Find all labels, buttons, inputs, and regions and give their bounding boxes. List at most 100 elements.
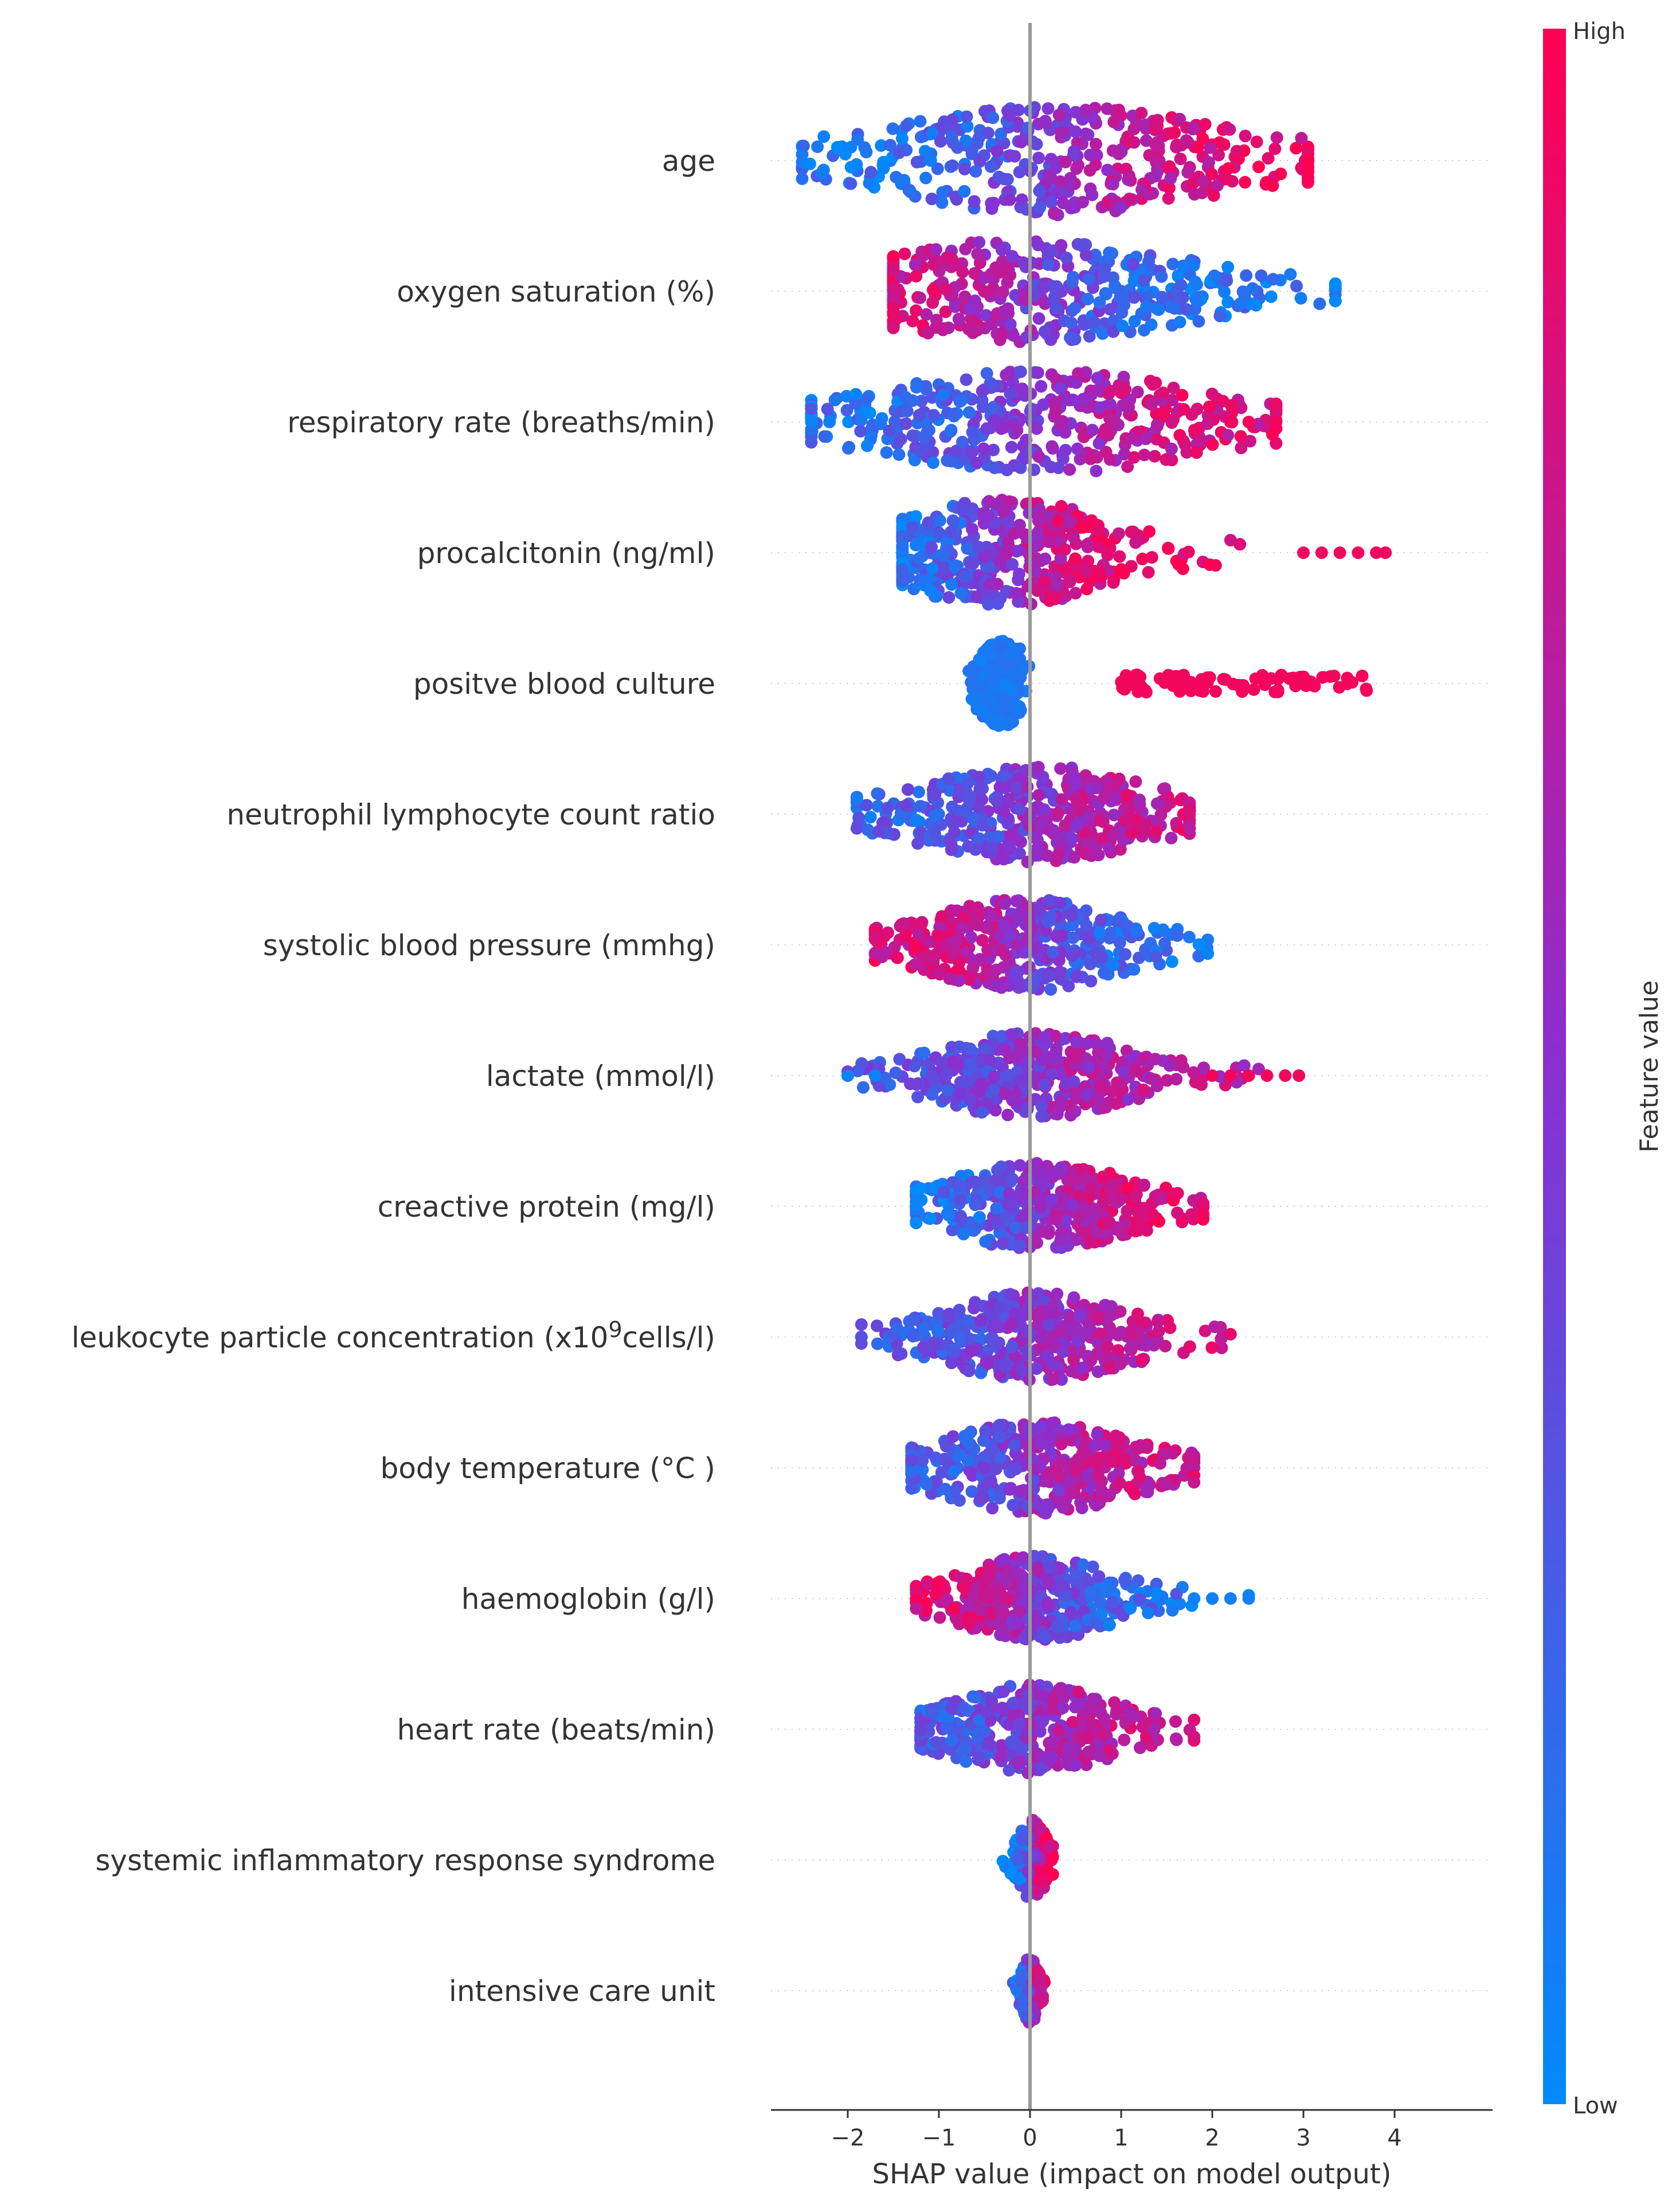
shap-point (1127, 257, 1139, 271)
shap-point (1032, 450, 1045, 463)
shap-point (953, 974, 965, 987)
shap-point (1071, 1324, 1084, 1337)
shap-point (910, 381, 923, 394)
shap-point (925, 192, 938, 205)
shap-point (1094, 541, 1107, 554)
shap-point (1032, 761, 1045, 773)
shap-point (1122, 401, 1135, 413)
shap-point (1084, 384, 1097, 397)
shap-point (1220, 173, 1233, 186)
shap-point (882, 926, 895, 939)
shap-point (910, 304, 923, 317)
shap-point (974, 1314, 987, 1327)
shap-point (871, 1319, 883, 1332)
shap-point (1107, 325, 1120, 338)
shap-point (926, 296, 939, 309)
shap-point (1070, 1233, 1083, 1246)
shap-point (1084, 975, 1098, 988)
shap-point (904, 185, 917, 198)
shap-point (1117, 1065, 1130, 1078)
shap-point (1252, 161, 1265, 174)
shap-point (950, 935, 963, 948)
shap-point (1035, 1310, 1048, 1323)
shap-point (1173, 315, 1186, 329)
shap-point (924, 154, 937, 167)
shap-point (988, 414, 1001, 427)
shap-point (1000, 585, 1013, 598)
shap-point (922, 516, 935, 529)
shap-point (982, 560, 995, 573)
shap-point (1165, 442, 1178, 455)
shap-point (935, 818, 947, 831)
shap-point (1197, 175, 1210, 188)
shap-point (1090, 1499, 1103, 1512)
shap-point (1126, 432, 1139, 444)
shap-point (1012, 981, 1025, 994)
shap-point (1274, 167, 1287, 181)
shap-point (1114, 1357, 1127, 1370)
shap-point (984, 909, 997, 923)
shap-point (954, 587, 968, 600)
shap-point (1021, 1325, 1035, 1338)
shap-point (960, 1074, 973, 1087)
shap-point (840, 404, 853, 417)
shap-point (928, 810, 941, 823)
shap-point (1047, 945, 1059, 959)
shap-point (877, 162, 890, 175)
shap-point (1236, 285, 1250, 298)
shap-point (982, 495, 996, 508)
shap-point (1154, 1457, 1167, 1470)
shap-point (1015, 1074, 1028, 1087)
shap-point (964, 312, 977, 325)
shap-point (1107, 828, 1120, 842)
shap-point (871, 800, 884, 813)
shap-point (992, 597, 1004, 610)
shap-outlier-point (841, 1069, 854, 1082)
shap-point (1295, 132, 1308, 144)
shap-point (1067, 1075, 1080, 1088)
shap-point (1177, 402, 1191, 416)
shap-point (982, 598, 995, 611)
shap-point (990, 144, 1004, 158)
shap-point (963, 302, 976, 315)
feature-label: age (662, 144, 715, 178)
shap-point (1041, 849, 1054, 862)
shap-point (1010, 1088, 1023, 1100)
shap-point (863, 177, 876, 190)
shap-point (1170, 671, 1184, 685)
shap-point (977, 442, 990, 455)
shap-point (1045, 196, 1058, 209)
shap-point (1033, 201, 1047, 214)
shap-point (1057, 126, 1070, 139)
shap-point (1270, 397, 1283, 411)
shap-point (910, 1592, 923, 1605)
shap-point (920, 308, 933, 321)
shap-point (849, 397, 862, 410)
shap-point (986, 1502, 999, 1515)
shap-point (1054, 1096, 1067, 1109)
shap-point (1140, 1224, 1153, 1237)
shap-point (984, 160, 997, 173)
shap-point (874, 417, 887, 431)
feature-label: respiratory rate (breaths/min) (287, 406, 715, 439)
shap-outlier-point (823, 416, 836, 428)
shap-point (1035, 1420, 1048, 1433)
shap-point (986, 1321, 1000, 1334)
shap-point (997, 305, 1010, 318)
shap-point (1168, 302, 1181, 315)
shap-point (842, 415, 855, 428)
shap-point (1171, 1206, 1184, 1220)
shap-point (849, 388, 863, 401)
shap-point (1313, 297, 1326, 310)
shap-point (1094, 814, 1106, 827)
shap-point (947, 1322, 961, 1335)
shap-point (979, 1235, 992, 1248)
shap-point (1092, 1470, 1105, 1483)
shap-point (1015, 1363, 1028, 1377)
shap-point (1066, 275, 1079, 288)
shap-point (1066, 949, 1079, 962)
shap-point (1059, 444, 1072, 457)
shap-point (978, 285, 991, 298)
shap-point (896, 132, 909, 145)
shap-point (1110, 1097, 1123, 1110)
